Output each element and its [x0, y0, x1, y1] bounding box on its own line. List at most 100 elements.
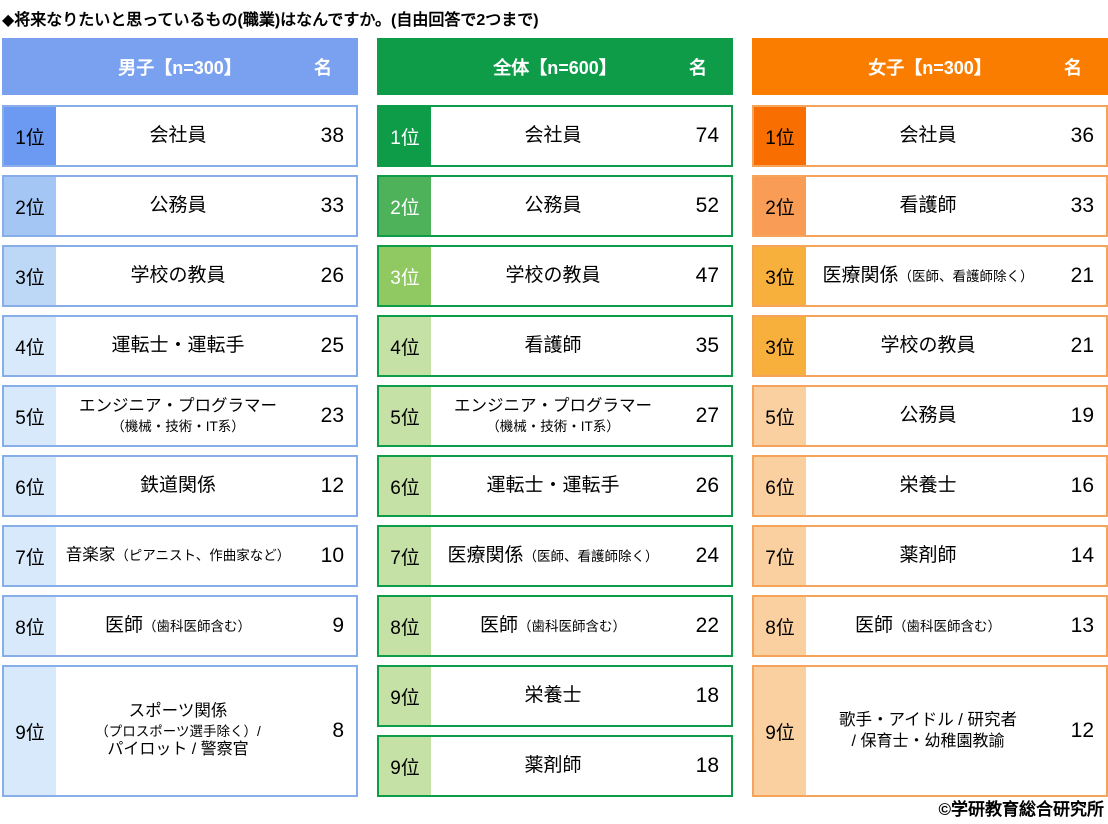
job-cell: 会社員: [56, 107, 300, 165]
count-value: 10: [320, 544, 344, 567]
job-label-line: 会社員: [524, 124, 581, 149]
count-value: 12: [1070, 719, 1094, 742]
job-note: （医師、看護師除く）: [898, 268, 1034, 284]
job-name: 薬剤師: [524, 754, 582, 776]
job-label-line: 医療関係（医師、看護師除く）: [822, 264, 1033, 289]
job-cell: スポーツ関係 （プロスポーツ選手除く）/ パイロット / 警察官: [56, 667, 300, 795]
job-label-line: 栄養士: [524, 684, 581, 709]
count-value: 19: [1070, 404, 1094, 427]
count-value: 8: [332, 719, 344, 742]
rank-badge: 7位: [754, 527, 806, 585]
job-cell: 運転士・運転手: [56, 317, 300, 375]
job-name: 公務員: [899, 404, 957, 426]
rank-badge: 9位: [379, 667, 431, 725]
job-cell: 栄養士: [431, 667, 675, 725]
ranking-row: 7位 医療関係（医師、看護師除く） 24: [377, 525, 733, 587]
rank-badge: 6位: [4, 457, 56, 515]
job-name: 会社員: [149, 124, 207, 146]
column-rows: 1位 会社員 74 2位 公務員 52 3位 学校の教員 47 4位 看護師 3…: [377, 105, 733, 797]
job-label-line: 栄養士: [899, 474, 956, 499]
job-label-line: 公務員: [149, 194, 206, 219]
ranking-row: 1位 会社員 36: [752, 105, 1108, 167]
ranking-row: 2位 看護師 33: [752, 175, 1108, 237]
ranking-row: 9位 栄養士 18: [377, 665, 733, 727]
ranking-row: 3位 学校の教員 47: [377, 245, 733, 307]
job-label-line: 医師（歯科医師含む）: [480, 614, 626, 639]
job-label-line: 看護師: [524, 334, 581, 359]
ranking-row: 5位 エンジニア・プログラマー （機械・技術・IT系） 23: [2, 385, 358, 447]
count-value: 23: [320, 404, 344, 427]
ranking-row: 5位 公務員 19: [752, 385, 1108, 447]
rank-badge: 7位: [379, 527, 431, 585]
ranking-row: 9位 スポーツ関係 （プロスポーツ選手除く）/ パイロット / 警察官 8: [2, 665, 358, 797]
job-name: 看護師: [524, 334, 582, 356]
column-rows: 1位 会社員 38 2位 公務員 33 3位 学校の教員 26 4位 運転士・運…: [2, 105, 358, 797]
job-name: 栄養士: [524, 684, 582, 706]
job-label-line: 運転士・運転手: [111, 334, 244, 359]
count-value: 21: [1070, 334, 1094, 357]
job-cell: 医療関係（医師、看護師除く）: [806, 247, 1050, 305]
count-value: 18: [695, 754, 719, 777]
job-cell: 医師（歯科医師含む）: [806, 597, 1050, 655]
rank-badge: 7位: [4, 527, 56, 585]
ranking-row: 2位 公務員 33: [2, 175, 358, 237]
job-label-line: 会社員: [899, 124, 956, 149]
job-cell: エンジニア・プログラマー （機械・技術・IT系）: [56, 387, 300, 445]
job-extra-line: （機械・技術・IT系）: [486, 419, 620, 435]
job-extra-line: （プロスポーツ選手除く）/: [95, 723, 261, 739]
job-label-line: 看護師: [899, 194, 956, 219]
job-label-line: 薬剤師: [899, 544, 956, 569]
job-name: エンジニア・プログラマー: [454, 397, 652, 416]
count-value: 24: [695, 544, 719, 567]
count-value: 33: [1070, 194, 1094, 217]
rank-badge: 1位: [379, 107, 431, 165]
count-value: 26: [695, 474, 719, 497]
rank-badge: 9位: [754, 667, 806, 795]
rank-badge: 4位: [4, 317, 56, 375]
count-value: 9: [332, 614, 344, 637]
count-value: 35: [695, 334, 719, 357]
ranking-row: 5位 エンジニア・プログラマー （機械・技術・IT系） 27: [377, 385, 733, 447]
job-label-line: 公務員: [524, 194, 581, 219]
ranking-column-overall: 全体【n=600】 名 1位 会社員 74 2位 公務員 52 3位 学校の教員…: [377, 38, 733, 797]
job-cell: 薬剤師: [431, 737, 675, 795]
job-name: 医師: [479, 614, 518, 636]
job-cell: 看護師: [431, 317, 675, 375]
ranking-row: 8位 医師（歯科医師含む） 9: [2, 595, 358, 657]
job-extra-line: （機械・技術・IT系）: [111, 419, 245, 435]
rank-badge: 3位: [754, 317, 806, 375]
job-name: 学校の教員: [880, 334, 976, 356]
job-cell: 栄養士: [806, 457, 1050, 515]
job-note: （ピアニスト、作曲家など）: [115, 548, 291, 564]
job-label-line: 学校の教員: [880, 334, 975, 359]
job-note: （歯科医師含む）: [893, 618, 1001, 634]
count-value: 33: [320, 194, 344, 217]
job-label-line: 音楽家（ピアニスト、作曲家など）: [66, 545, 290, 567]
job-label-line: 公務員: [899, 404, 956, 429]
rank-badge: 5位: [4, 387, 56, 445]
job-label-line: 会社員: [149, 124, 206, 149]
ranking-column-boys: 男子【n=300】 名 1位 会社員 38 2位 公務員 33 3位 学校の教員…: [2, 38, 358, 797]
job-name: 公務員: [524, 194, 582, 216]
job-cell: 運転士・運転手: [431, 457, 675, 515]
job-label-line: 医師（歯科医師含む）: [105, 614, 251, 639]
count-value: 36: [1070, 124, 1094, 147]
job-label-line: エンジニア・プログラマー: [79, 396, 277, 418]
column-header-unit: 名: [689, 57, 707, 78]
column-header-unit: 名: [1064, 57, 1082, 78]
rank-badge: 3位: [754, 247, 806, 305]
job-name: 学校の教員: [505, 264, 601, 286]
rank-badge: 6位: [754, 457, 806, 515]
ranking-row: 9位 歌手・アイドル / 研究者 / 保育士・幼稚園教諭 12: [752, 665, 1108, 797]
column-header: 男子【n=300】 名: [2, 38, 358, 95]
job-cell: 公務員: [56, 177, 300, 235]
job-cell: 学校の教員: [806, 317, 1050, 375]
job-label-line: 薬剤師: [524, 754, 581, 779]
count-value: 22: [695, 614, 719, 637]
job-label-line: 医師（歯科医師含む）: [855, 614, 1001, 639]
ranking-row: 6位 運転士・運転手 26: [377, 455, 733, 517]
ranking-row: 8位 医師（歯科医師含む） 22: [377, 595, 733, 657]
job-note: （医師、看護師除く）: [523, 548, 659, 564]
ranking-row: 6位 栄養士 16: [752, 455, 1108, 517]
